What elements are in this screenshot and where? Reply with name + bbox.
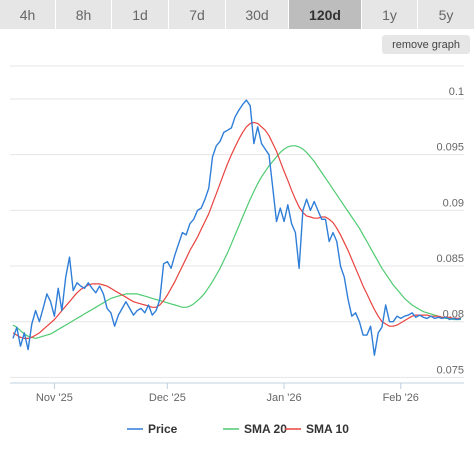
tab-4h[interactable]: 4h — [0, 0, 56, 29]
x-tick-label: Nov '25 — [36, 392, 73, 404]
legend-label: SMA 10 — [306, 422, 349, 436]
legend-label: Price — [148, 422, 178, 436]
x-tick-label: Feb '26 — [383, 392, 419, 404]
y-tick-label: 0.075 — [436, 364, 464, 376]
tab-30d[interactable]: 30d — [226, 0, 289, 29]
legend-item-sma-20[interactable]: SMA 20 — [223, 422, 287, 436]
x-tick-label: Dec '25 — [149, 392, 186, 404]
legend: Price SMA 20 SMA 10 — [127, 422, 349, 436]
tab-120d[interactable]: 120d — [289, 0, 362, 29]
remove-graph-button[interactable]: remove graph — [382, 35, 470, 54]
series-line-price — [12, 99, 462, 356]
series-line-sma-20 — [12, 145, 461, 339]
series-line-sma-10 — [12, 121, 461, 339]
grid — [10, 65, 464, 378]
x-axis: Nov '25 Dec '25 Jan '26 Feb '26 — [10, 382, 464, 404]
y-tick-label: 0.095 — [436, 142, 464, 154]
tab-1y[interactable]: 1y — [362, 0, 418, 29]
legend-label: SMA 20 — [244, 422, 287, 436]
tab-5y[interactable]: 5y — [418, 0, 474, 29]
tab-8h[interactable]: 8h — [56, 0, 112, 29]
x-tick-label: Jan '26 — [266, 392, 301, 404]
legend-item-sma-10[interactable]: SMA 10 — [285, 422, 349, 436]
time-range-tabs: 4h 8h 1d 7d 30d 120d 1y 5y — [0, 0, 474, 29]
y-tick-label: 0.09 — [443, 197, 464, 209]
legend-item-price[interactable]: Price — [127, 422, 178, 436]
tab-1d[interactable]: 1d — [112, 0, 169, 29]
series — [12, 99, 462, 356]
tab-7d[interactable]: 7d — [169, 0, 226, 29]
y-tick-label: 0.1 — [449, 86, 464, 98]
y-tick-label: 0.085 — [436, 253, 464, 265]
